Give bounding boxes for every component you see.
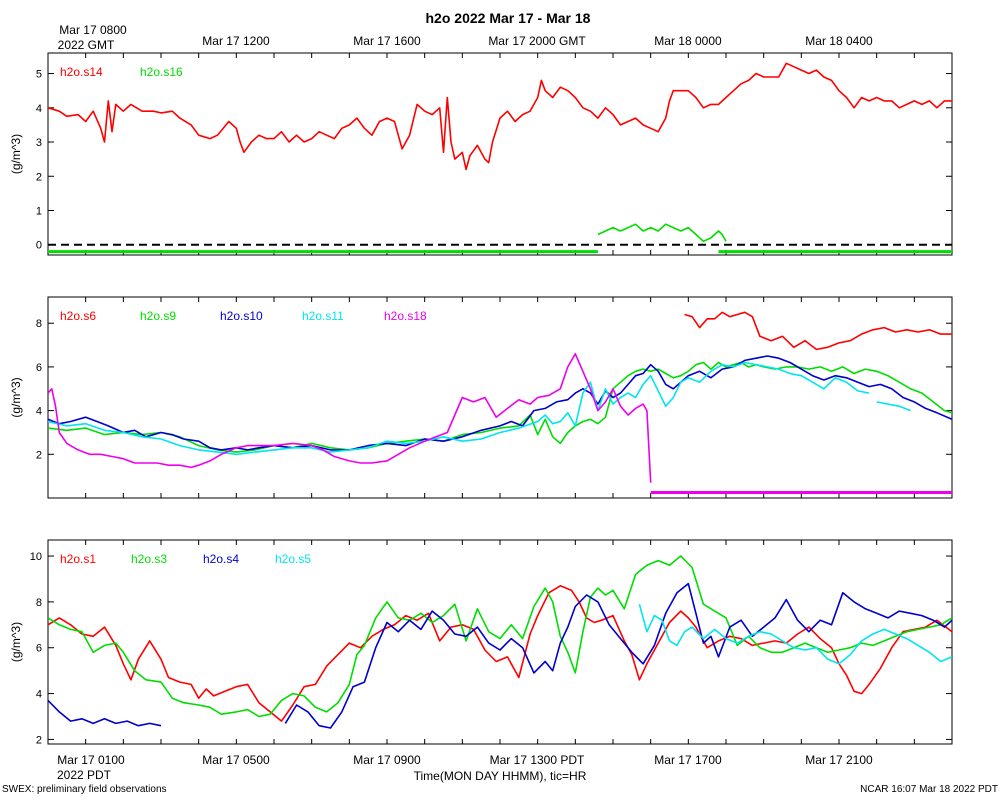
- top-axis-label: Mar 17 1200: [202, 34, 270, 48]
- y-tick-label: 2: [36, 171, 42, 183]
- series-line-h2o-s4: [284, 582, 952, 729]
- legend-entry-s6: h2o.s6: [60, 309, 96, 323]
- y-tick-label: 8: [36, 318, 42, 330]
- y-tick-label: 4: [36, 689, 42, 701]
- y-tick-label: 8: [36, 597, 42, 609]
- panel-bottom-s1-s5: (g/m^3) 2 4 6 8 10 h2o.s1 h2o.s3 h2o.s4 h2o.s5: [9, 539, 953, 746]
- panel-top-s14-s16: (g/m^3) 0 1 2 3 4 5 h2o.s14 h2o.s16: [9, 52, 953, 256]
- legend-entry-s11: h2o.s11: [302, 309, 344, 323]
- top-axis-label: Mar 18 0400: [805, 34, 873, 48]
- bottom-axis-label: Mar 17 0500: [202, 753, 270, 767]
- legend-entry-s5: h2o.s5: [275, 552, 311, 566]
- y-tick-label: 4: [36, 406, 42, 418]
- series-line-h2o-s3: [48, 555, 952, 718]
- series-line-h2o-s14: [48, 62, 952, 171]
- plot-frame: [47, 539, 953, 745]
- top-axis-label: Mar 17 1600: [353, 34, 421, 48]
- series-line-h2o-s11: [48, 361, 870, 456]
- y-axis-label: (g/m^3): [9, 377, 23, 417]
- top-axis-label: Mar 18 0000: [654, 34, 722, 48]
- series-line-h2o-s6: [684, 311, 952, 351]
- plot-frame: [47, 296, 953, 499]
- series-line-h2o-s11: [876, 401, 911, 412]
- series-line-h2o-s18: [48, 352, 652, 483]
- y-tick-label: 10: [30, 551, 42, 563]
- footer-right-note: NCAR 16:07 Mar 18 2022 PDT: [860, 784, 998, 795]
- y-tick-label: 5: [36, 69, 42, 81]
- bottom-time-axis: Mar 17 0100 Mar 17 0500 Mar 17 0900 Mar …: [57, 753, 873, 783]
- top-time-axis: Mar 17 0800 2022 GMT Mar 17 1200 Mar 17 …: [58, 23, 873, 52]
- top-axis-first-label-line2: 2022 GMT: [58, 38, 115, 52]
- legend-entry-s4: h2o.s4: [203, 552, 239, 566]
- y-tick-label: 6: [36, 362, 42, 374]
- y-tick-label: 3: [36, 137, 42, 149]
- legend-entry-s3: h2o.s3: [131, 552, 167, 566]
- legend-entry-s16: h2o.s16: [140, 65, 183, 79]
- bottom-axis-label: Mar 17 0100: [57, 753, 125, 767]
- bottom-axis-label: Mar 17 2100: [805, 753, 873, 767]
- y-axis-label: (g/m^3): [9, 134, 23, 174]
- bottom-axis-label: Mar 17 1700: [654, 753, 722, 767]
- bottom-axis-label: Mar 17 1300 PDT: [490, 753, 585, 767]
- series-line-h2o-s1: [48, 584, 952, 722]
- legend-entry-s1: h2o.s1: [60, 552, 96, 566]
- bottom-axis-label: Mar 17 0900: [353, 753, 421, 767]
- top-axis-label: Mar 17 2000 GMT: [488, 34, 586, 48]
- bottom-axis-first-label-line2: 2022 PDT: [57, 768, 112, 782]
- y-tick-label: 2: [36, 734, 42, 746]
- y-tick-label: 2: [36, 449, 42, 461]
- legend-entry-s9: h2o.s9: [140, 309, 176, 323]
- series-line-h2o-s4: [48, 699, 162, 727]
- y-tick-label: 0: [36, 240, 42, 252]
- legend-entry-s18: h2o.s18: [384, 309, 427, 323]
- plot-frame: [47, 52, 953, 256]
- footer-left-note: SWEX: preliminary field observations: [2, 784, 167, 795]
- legend-entry-s10: h2o.s10: [220, 309, 263, 323]
- series-line-h2o-s10: [48, 355, 952, 451]
- y-tick-label: 6: [36, 643, 42, 655]
- figure-title: h2o 2022 Mar 17 - Mar 18: [426, 10, 591, 26]
- series-line-h2o-s5: [638, 603, 952, 665]
- x-axis-label: Time(MON DAY HHMM), tic=HR: [414, 769, 587, 783]
- legend-entry-s14: h2o.s14: [60, 65, 103, 79]
- y-axis-label: (g/m^3): [9, 622, 23, 662]
- panel-middle-s6-s18: (g/m^3) 2 4 6 8 h2o.s6 h2o.s9 h2o.s10 h2o.s11 h2…: [9, 296, 953, 499]
- y-tick-label: 1: [36, 205, 42, 217]
- top-axis-first-label-line1: Mar 17 0800: [59, 23, 127, 37]
- y-tick-label: 4: [36, 103, 42, 115]
- series-line-h2o-s16: [597, 223, 727, 243]
